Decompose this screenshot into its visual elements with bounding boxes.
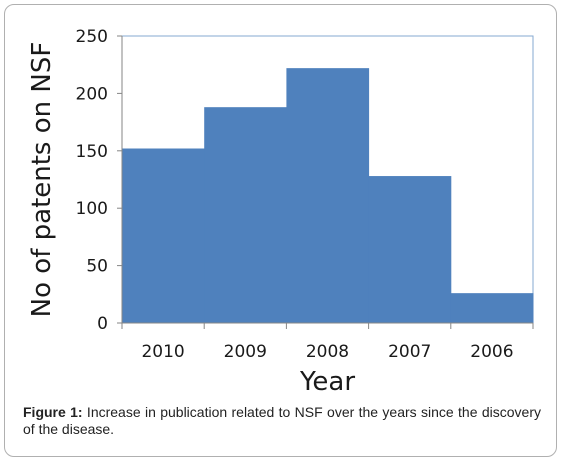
- y-tick-label: 50: [86, 257, 108, 277]
- bar-2010: [122, 148, 205, 323]
- y-tick-label: 200: [76, 84, 108, 104]
- bar-2008: [286, 68, 370, 323]
- x-tick-label: 2010: [141, 342, 184, 362]
- x-tick-label: 2006: [470, 342, 513, 362]
- bar-2009: [204, 107, 287, 324]
- y-tick-label: 250: [76, 27, 108, 47]
- y-tick-label: 150: [76, 142, 108, 162]
- x-tick-label: 2007: [388, 342, 431, 362]
- caption-text: Increase in publication related to NSF o…: [23, 404, 541, 437]
- bar-2007: [368, 176, 452, 323]
- caption-label: Figure 1:: [23, 404, 83, 420]
- x-tick-label: 2009: [224, 342, 267, 362]
- y-axis-title: No of patents on NSF: [27, 42, 57, 318]
- x-tick-label: 2008: [306, 342, 349, 362]
- bar-2006: [450, 293, 534, 323]
- y-tick-label: 0: [97, 314, 108, 334]
- y-tick-label: 100: [76, 199, 108, 219]
- x-axis-title: Year: [299, 367, 355, 397]
- bar-chart: 0 50 100 150 200 250 2010 2009 2008 2007 2006 Yea…: [27, 27, 534, 397]
- figure-caption: Figure 1: Increase in publication relate…: [23, 404, 541, 438]
